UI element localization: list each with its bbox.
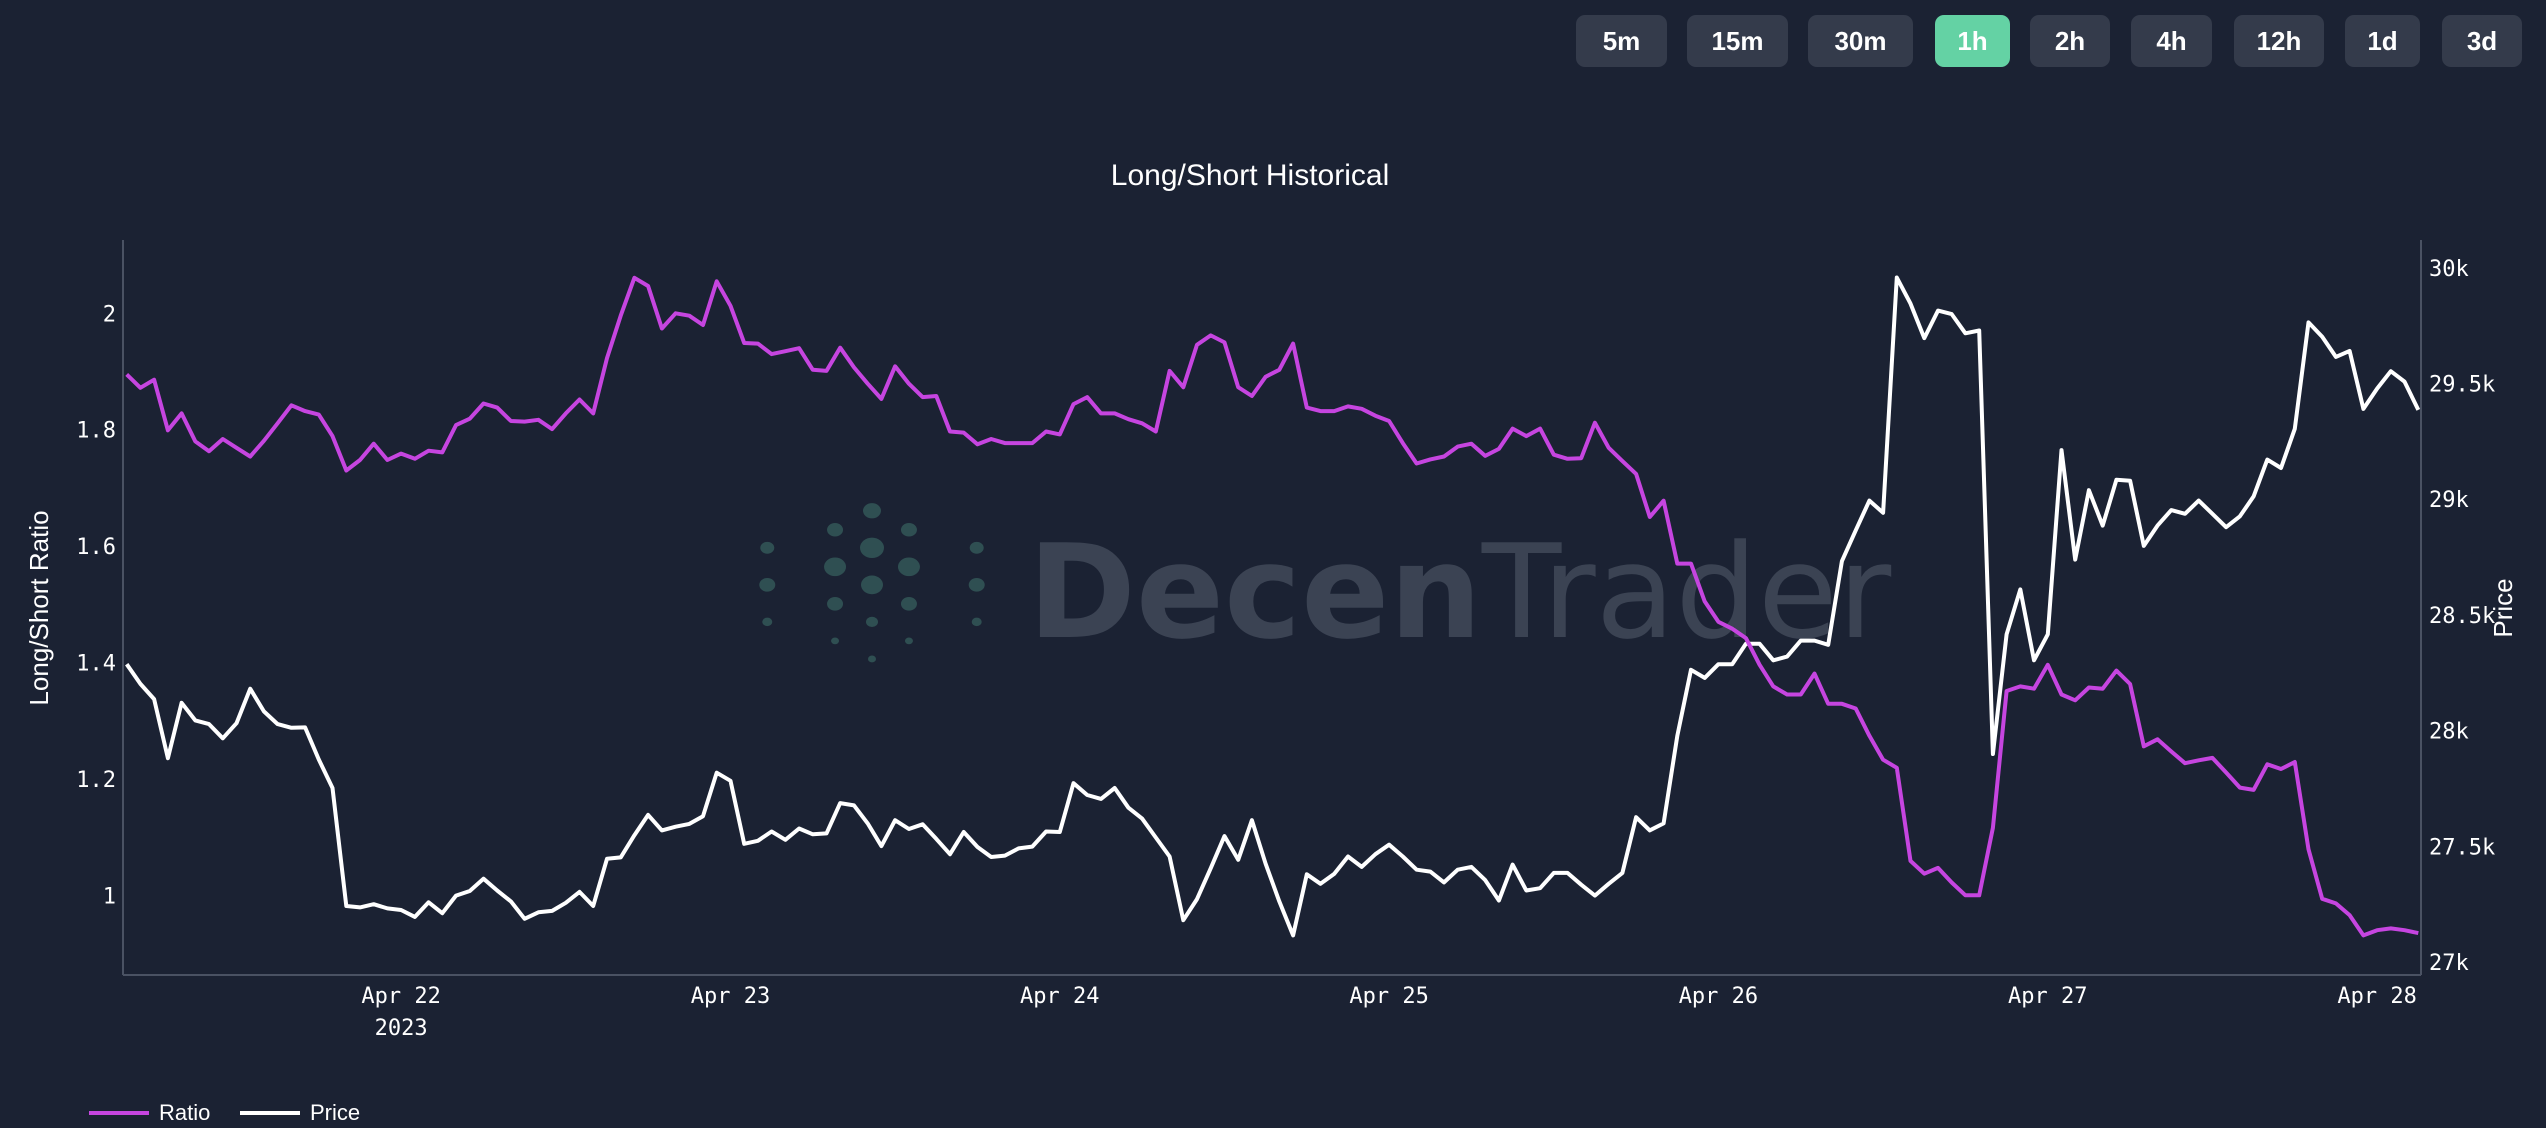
y-tick-label: 1.4 xyxy=(76,651,116,676)
y2-tick-label: 27k xyxy=(2429,951,2469,976)
y2-tick-label: 28.5k xyxy=(2429,604,2495,629)
watermark-logo-dot xyxy=(897,557,920,577)
x-tick-label: Apr 24 xyxy=(1020,984,1099,1009)
y2-tick-label: 29k xyxy=(2429,488,2469,513)
price-series-line xyxy=(125,275,2421,938)
watermark-logo-dot xyxy=(860,537,884,558)
legend-label-ratio: Ratio xyxy=(159,1100,211,1125)
y2-tick-label: 27.5k xyxy=(2429,835,2495,860)
watermark-logo-dot xyxy=(971,617,982,627)
x-tick-year-label: 2023 xyxy=(375,1016,428,1041)
timeframe-button-4h[interactable]: 4h xyxy=(2131,15,2212,67)
watermark-logo-dot xyxy=(863,503,881,519)
timeframe-button-30m[interactable]: 30m xyxy=(1808,15,1913,67)
y2-axis-title: Price xyxy=(2488,578,2518,637)
watermark-logo-dot xyxy=(969,541,984,554)
watermark-logo-dot xyxy=(824,557,847,577)
x-tick-label: Apr 27 xyxy=(2008,984,2087,1009)
timeframe-button-1h[interactable]: 1h xyxy=(1935,15,2010,67)
timeframe-button-5m[interactable]: 5m xyxy=(1576,15,1667,67)
y-tick-label: 1 xyxy=(103,884,116,909)
timeframe-button-1d[interactable]: 1d xyxy=(2345,15,2420,67)
x-tick-label: Apr 28 xyxy=(2337,984,2416,1009)
x-tick-label: Apr 25 xyxy=(1349,984,1428,1009)
price-legend-swatch xyxy=(240,1111,300,1115)
y2-tick-label: 29.5k xyxy=(2429,372,2495,397)
timeframe-button-2h[interactable]: 2h xyxy=(2030,15,2110,67)
y-tick-label: 1.6 xyxy=(76,535,116,560)
y-axis-title: Long/Short Ratio xyxy=(24,510,54,705)
watermark-text: DecenTrader xyxy=(1028,516,1892,668)
watermark-logo-dot xyxy=(759,578,776,592)
watermark-logo-dot xyxy=(866,616,878,628)
ratio-legend-swatch xyxy=(89,1111,149,1115)
decentrader-watermark: DecenTrader xyxy=(759,503,1892,668)
y-tick-label: 2 xyxy=(103,302,116,327)
x-tick-label: Apr 26 xyxy=(1679,984,1758,1009)
watermark-logo-dot xyxy=(827,597,844,611)
y2-tick-label: 30k xyxy=(2429,257,2469,282)
chart-title: Long/Short Historical xyxy=(1111,159,1389,192)
legend-item-price[interactable]: Price xyxy=(240,1098,360,1128)
timeframe-button-15m[interactable]: 15m xyxy=(1687,15,1788,67)
watermark-logo-dot xyxy=(968,578,985,592)
watermark-logo-dot xyxy=(827,522,844,537)
x-tick-label: Apr 23 xyxy=(691,984,770,1009)
watermark-logo-dot xyxy=(861,575,883,595)
watermark-logo-dot xyxy=(900,522,917,537)
x-tick-label: Apr 22 xyxy=(361,984,440,1009)
legend-label-price: Price xyxy=(310,1100,361,1125)
y2-tick-label: 28k xyxy=(2429,720,2469,745)
watermark-logo-dot xyxy=(900,597,917,611)
watermark-logo-dot xyxy=(868,655,876,663)
watermark-logo-dot xyxy=(831,637,840,645)
watermark-logo-dot xyxy=(760,541,775,554)
watermark-logo-dot xyxy=(762,617,773,627)
y-tick-label: 1.2 xyxy=(76,768,116,793)
y-tick-label: 1.8 xyxy=(76,419,116,444)
watermark-decen: Decen xyxy=(1028,516,1482,668)
ratio-series-line xyxy=(125,275,2419,938)
watermark-logo-dot xyxy=(904,637,913,645)
legend-item-ratio[interactable]: Ratio xyxy=(89,1098,210,1128)
timeframe-button-12h[interactable]: 12h xyxy=(2234,15,2324,67)
timeframe-button-3d[interactable]: 3d xyxy=(2442,15,2522,67)
